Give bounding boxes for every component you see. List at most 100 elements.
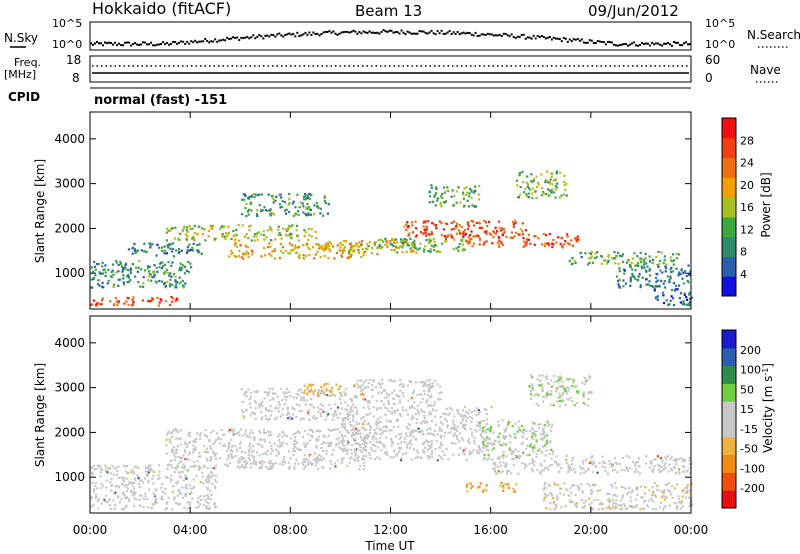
heatmap-cell: [157, 304, 160, 307]
heatmap-cell: [191, 465, 195, 468]
heatmap-cell: [165, 239, 168, 242]
heatmap-cell: [358, 241, 361, 244]
heatmap-cell: [282, 391, 285, 394]
heatmap-cell: [461, 409, 465, 412]
heatmap-cell: [353, 406, 356, 409]
heatmap-cell: [625, 455, 628, 458]
heatmap-cell: [477, 193, 480, 196]
heatmap-cell: [521, 441, 524, 444]
heatmap-cell: [410, 458, 414, 461]
heatmap-cell: [405, 446, 409, 449]
heatmap-cell: [679, 273, 682, 276]
noise-point: [96, 41, 98, 43]
heatmap-cell: [683, 460, 686, 463]
velocity-heatmap: [90, 374, 694, 511]
heatmap-cell: [531, 437, 534, 440]
heatmap-cell: [533, 178, 536, 181]
heatmap-cell: [165, 252, 168, 255]
heatmap-cell: [359, 393, 362, 396]
heatmap-cell: [175, 429, 178, 432]
heatmap-cell: [422, 221, 425, 224]
heatmap-cell: [665, 263, 668, 266]
heatmap-cell: [662, 491, 665, 494]
heatmap-cell: [258, 204, 261, 207]
heatmap-cell: [180, 266, 183, 269]
heatmap-cell: [155, 497, 158, 500]
heatmap-cell: [570, 468, 573, 472]
heatmap-cell: [502, 461, 505, 464]
heatmap-cell: [400, 432, 403, 435]
heatmap-cell: [176, 494, 179, 497]
heatmap-cell: [273, 247, 276, 251]
colorbar-swatch: [722, 137, 736, 159]
noise-point: [420, 30, 423, 33]
noise-point: [158, 43, 161, 46]
heatmap-cell: [101, 261, 104, 264]
heatmap-cell: [362, 254, 365, 257]
heatmap-cell: [247, 450, 250, 453]
heatmap-cell: [269, 209, 272, 212]
heatmap-cell: [103, 268, 106, 271]
heatmap-cell: [584, 252, 587, 255]
heatmap-cell: [183, 465, 186, 468]
heatmap-cell: [390, 437, 393, 440]
heatmap-cell: [263, 440, 267, 443]
heatmap-cell: [681, 495, 684, 498]
heatmap-cell: [462, 424, 465, 427]
heatmap-cell: [544, 487, 547, 490]
heatmap-cell: [166, 227, 169, 230]
heatmap-cell: [391, 380, 394, 383]
heatmap-cell: [571, 459, 574, 462]
heatmap-cell: [564, 505, 567, 508]
heatmap-cell: [412, 435, 415, 438]
heatmap-cell: [621, 456, 624, 459]
heatmap-cell: [140, 268, 143, 271]
heatmap-cell: [302, 195, 306, 198]
heatmap-cell: [482, 429, 485, 433]
heatmap-cell: [550, 175, 553, 178]
heatmap-cell: [281, 413, 284, 416]
heatmap-cell: [636, 255, 639, 258]
heatmap-cell: [458, 453, 461, 456]
heatmap-cell: [575, 237, 578, 240]
heatmap-cell: [143, 497, 146, 500]
noise-point: [152, 44, 155, 47]
heatmap-cell: [237, 255, 240, 258]
heatmap-cell: [175, 249, 178, 252]
heatmap-cell: [498, 245, 501, 248]
heatmap-cell: [504, 465, 507, 468]
heatmap-cell: [132, 296, 135, 299]
heatmap-cell: [185, 445, 189, 449]
heatmap-cell: [133, 493, 136, 496]
velocity-y-axis-label: Slant Range [km]: [33, 363, 47, 467]
heatmap-cell: [320, 414, 323, 418]
heatmap-cell: [569, 500, 572, 504]
heatmap-cell: [517, 196, 520, 199]
heatmap-cell: [186, 226, 189, 229]
heatmap-cell: [301, 202, 304, 205]
heatmap-cell: [317, 247, 321, 250]
noise-point: [330, 31, 333, 34]
noise-point: [342, 31, 345, 34]
heatmap-cell: [169, 243, 172, 246]
heatmap-cell: [659, 465, 662, 468]
heatmap-cell: [439, 436, 442, 439]
heatmap-cell: [680, 457, 683, 460]
heatmap-cell: [340, 447, 343, 450]
heatmap-cell: [664, 495, 667, 498]
heatmap-cell: [118, 486, 121, 489]
noise-point: [98, 42, 100, 45]
heatmap-cell: [283, 209, 287, 212]
heatmap-cell: [110, 484, 113, 487]
heatmap-cell: [386, 452, 389, 455]
heatmap-cell: [464, 423, 467, 426]
heatmap-cell: [333, 394, 336, 397]
heatmap-cell: [581, 491, 584, 494]
heatmap-cell: [525, 241, 528, 244]
heatmap-cell: [265, 236, 268, 239]
heatmap-cell: [133, 249, 137, 252]
heatmap-cell: [574, 471, 577, 474]
heatmap-cell: [157, 464, 160, 467]
heatmap-cell: [424, 382, 427, 385]
noise-point: [466, 31, 469, 34]
